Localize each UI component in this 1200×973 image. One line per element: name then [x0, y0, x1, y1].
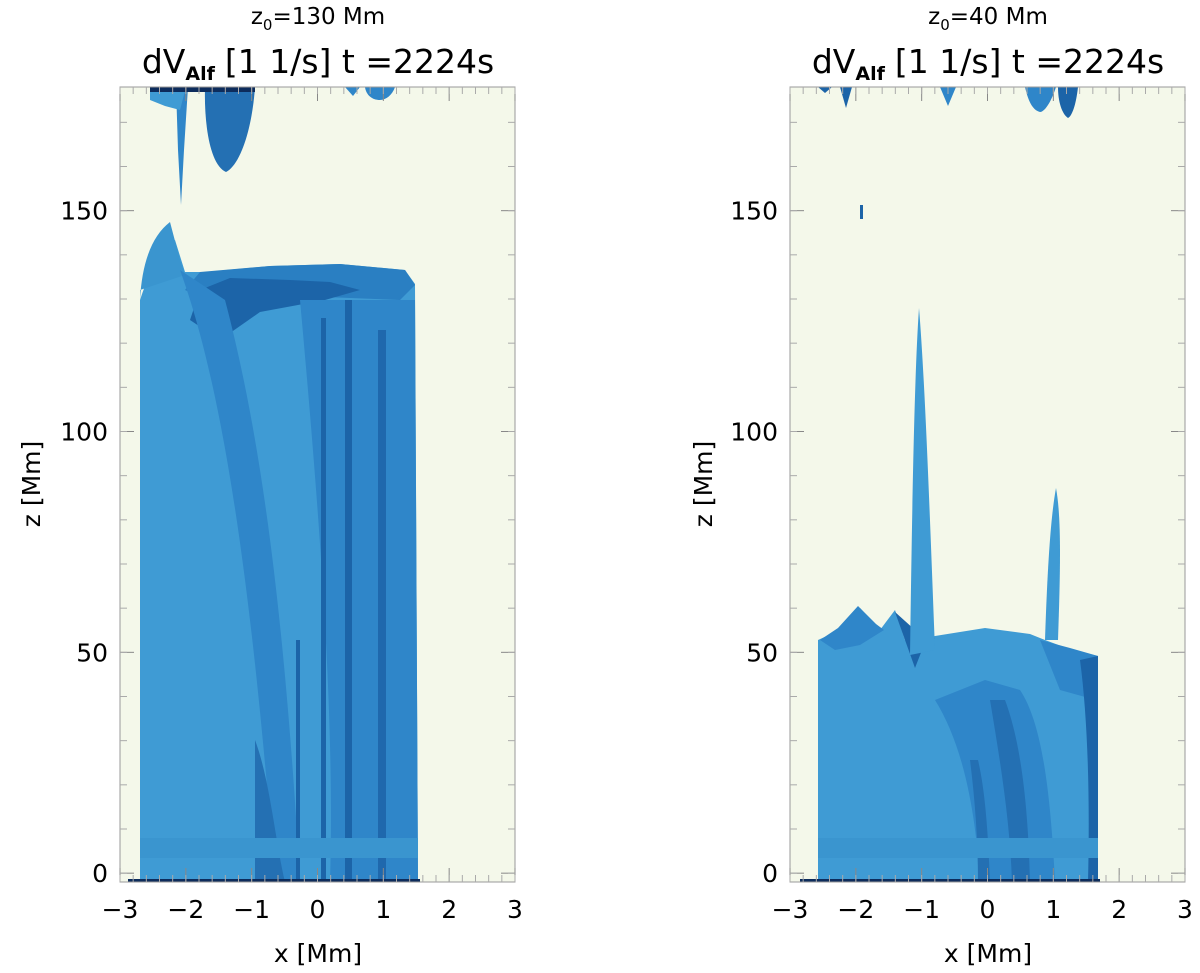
wisp-4	[1025, 87, 1056, 112]
streak-dark-4	[296, 640, 300, 882]
region-right-darkest	[1080, 656, 1098, 882]
y-tick-labels: 0 50 100 150	[730, 197, 778, 889]
tick-marks	[789, 87, 1186, 882]
tick-marks	[119, 87, 516, 882]
wisp-5	[1058, 87, 1078, 118]
x-tick-label: 0	[980, 895, 996, 924]
streak-dark-2	[345, 300, 352, 882]
x-tick-label: 3	[507, 895, 523, 924]
panel-subtitle: z0=40 Mm	[928, 4, 1048, 34]
region-plume-small-1	[345, 87, 360, 96]
y-tick-label: 100	[60, 418, 108, 447]
y-tick-label: 50	[746, 638, 778, 667]
region-left-tongue	[140, 222, 185, 300]
x-tick-label: 2	[441, 895, 457, 924]
x-tick-labels: −3 −2 −1 0 1 2 3	[102, 895, 523, 924]
x-tick-label: 2	[1111, 895, 1127, 924]
region-left-cap	[820, 606, 884, 650]
wisp-1	[818, 87, 832, 93]
x-tick-label: −3	[102, 895, 139, 924]
region-top-edge-dark	[150, 87, 255, 92]
y-tick-label: 50	[76, 638, 108, 667]
region-right-mid	[300, 300, 418, 882]
region-plume-left	[176, 87, 188, 205]
panel-z0-40: z0=40 Mm dVAlf [1 1/s] t =2224s	[689, 4, 1193, 968]
panel-title: dVAlf [1 1/s] t =2224s	[142, 42, 494, 85]
x-tick-labels: −3 −2 −1 0 1 2 3	[772, 895, 1193, 924]
x-tick-label: −2	[837, 895, 874, 924]
x-tick-label: −1	[233, 895, 270, 924]
region-diagonal-band	[180, 270, 300, 882]
panel-z0-130: z0=130 Mm dVAlf [1 1/s] t =2224s	[17, 4, 523, 968]
region-bottom-band	[140, 838, 418, 858]
x-tick-label: −1	[903, 895, 940, 924]
x-tick-label: −2	[167, 895, 204, 924]
panel-title: dVAlf [1 1/s] t =2224s	[812, 42, 1164, 85]
y-tick-label: 150	[730, 197, 778, 226]
streak-dark-3	[378, 330, 386, 882]
x-tick-label: −3	[772, 895, 809, 924]
wisp-3	[940, 87, 956, 106]
x-tick-label: 1	[375, 895, 391, 924]
y-tick-label: 150	[60, 197, 108, 226]
region-lower-mid-dark	[990, 700, 1030, 882]
region-plume-small-2	[365, 87, 395, 100]
region-bottom-band	[818, 838, 1098, 858]
y-tick-labels: 0 50 100 150	[60, 197, 108, 889]
streak-dark-1	[321, 318, 326, 882]
heatmap-area	[790, 87, 1185, 882]
y-tick-label: 100	[730, 418, 778, 447]
region-plume-right	[204, 87, 255, 172]
x-axis-label: x [Mm]	[274, 939, 362, 968]
x-tick-label: 3	[1177, 895, 1193, 924]
heatmap-area	[120, 87, 515, 882]
y-tick-label: 0	[762, 859, 778, 888]
region-dark-cap	[190, 278, 360, 340]
region-bottom-edge-dark	[800, 879, 1100, 882]
x-tick-label: 0	[310, 895, 326, 924]
spike-left	[910, 308, 935, 655]
x-axis-label: x [Mm]	[944, 939, 1032, 968]
x-tick-label: 1	[1045, 895, 1061, 924]
y-axis-label: z [Mm]	[17, 441, 46, 528]
region-bottom-edge-dark	[128, 879, 420, 882]
wisp-6	[860, 205, 863, 219]
y-tick-label: 0	[92, 859, 108, 888]
panel-subtitle: z0=130 Mm	[251, 4, 385, 34]
spike-right	[1045, 488, 1060, 640]
y-axis-label: z [Mm]	[689, 441, 718, 528]
